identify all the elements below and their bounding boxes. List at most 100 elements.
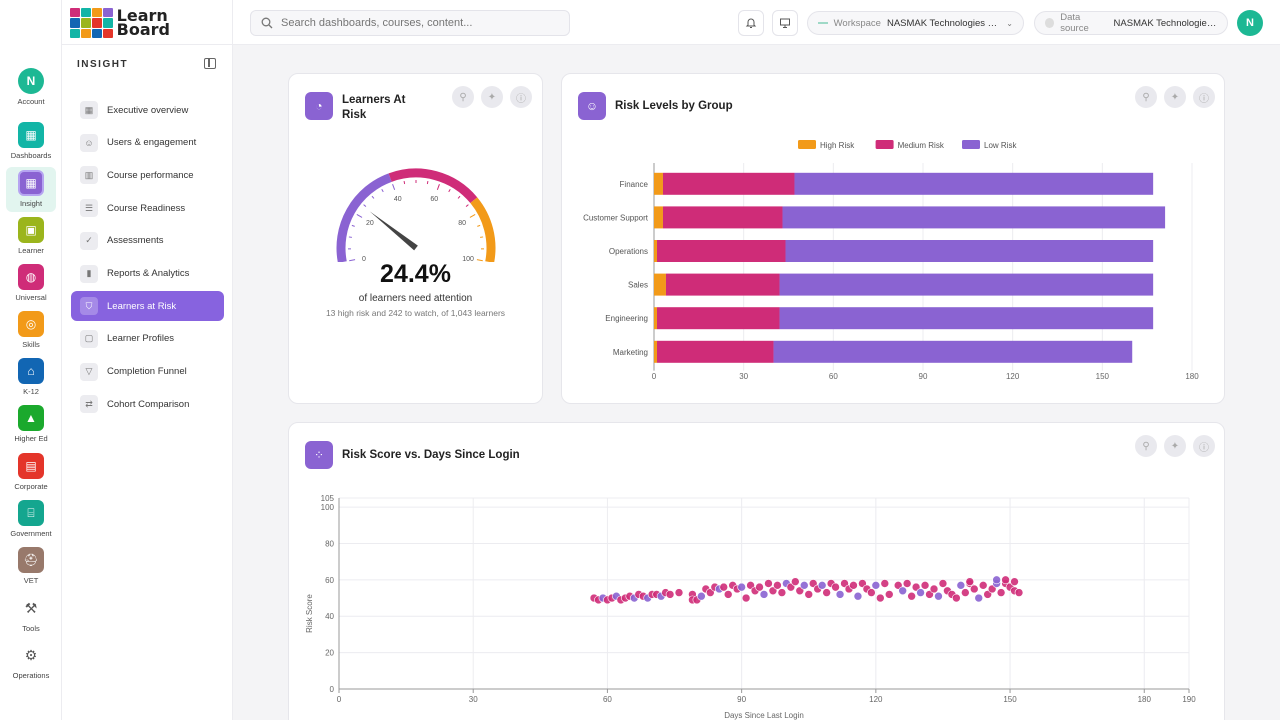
scatter-point[interactable] — [996, 588, 1006, 597]
scatter-point[interactable] — [759, 590, 769, 599]
bar-segment[interactable] — [773, 340, 1133, 363]
scatter-point[interactable] — [969, 584, 979, 594]
rail-item-higher-ed[interactable]: ▲ Higher Ed — [0, 405, 62, 443]
info-icon[interactable]: ⓘ — [1193, 86, 1215, 108]
scatter-point[interactable] — [1010, 577, 1019, 586]
scatter-point[interactable] — [799, 581, 809, 590]
sidenav-item-completion-funnel[interactable]: ▽ Completion Funnel — [71, 357, 224, 387]
scatter-point[interactable] — [741, 593, 751, 603]
bar-segment[interactable] — [654, 206, 663, 229]
scatter-point[interactable] — [916, 588, 925, 597]
scatter-point[interactable] — [764, 579, 773, 588]
rail-item-dashboards[interactable]: ▦ Dashboards — [0, 122, 62, 160]
sidenav-item-reports-analytics[interactable]: ▮ Reports & Analytics — [71, 259, 224, 289]
scatter-point[interactable] — [831, 582, 840, 592]
data-source-selector[interactable]: Data source NASMAK Technologies ... — [1034, 11, 1228, 35]
rail-item-vet[interactable]: ⛑ VET — [0, 547, 62, 585]
bar-segment[interactable] — [654, 240, 657, 262]
scatter-point[interactable] — [934, 591, 943, 601]
bar-segment[interactable] — [662, 206, 783, 229]
info-icon[interactable]: ⓘ — [1193, 435, 1215, 457]
scatter-point[interactable] — [755, 582, 764, 592]
rail-item-universal[interactable]: ◍ Universal — [0, 264, 62, 302]
bar-segment[interactable] — [656, 307, 780, 330]
scatter-point[interactable] — [853, 591, 863, 601]
scatter-point[interactable] — [952, 593, 961, 603]
scatter-point[interactable] — [737, 582, 746, 592]
sidenav-item-course-readiness[interactable]: ☰ Course Readiness — [71, 193, 224, 223]
search-input[interactable] — [281, 17, 551, 29]
rail-item-government[interactable]: ⌸ Government — [0, 500, 62, 538]
bar-segment[interactable] — [654, 307, 657, 330]
sidenav-item-assessments[interactable]: ✓ Assessments — [71, 226, 224, 256]
scatter-point[interactable] — [665, 590, 675, 599]
scatter-point[interactable] — [880, 579, 890, 588]
info-icon[interactable]: ⓘ — [510, 86, 532, 108]
sidenav-item-course-performance[interactable]: ▥ Course performance — [71, 160, 224, 190]
rail-item-tools[interactable]: ⚒ Tools — [0, 595, 62, 633]
rail-item-account[interactable]: N Account — [0, 68, 62, 106]
scatter-point[interactable] — [871, 581, 881, 590]
workspace-selector[interactable]: Workspace NASMAK Technologies Pt... ⌄ — [807, 11, 1024, 35]
sidenav-item-cohort-comparison[interactable]: ⇄ Cohort Comparison — [71, 389, 224, 419]
bar-segment[interactable] — [654, 172, 663, 195]
scatter-point[interactable] — [835, 590, 845, 599]
scatter-point[interactable] — [773, 581, 782, 590]
rail-item-operations[interactable]: ⚙ Operations — [0, 642, 62, 680]
bar-segment[interactable] — [665, 273, 780, 296]
sparkle-icon[interactable]: ✦ — [1164, 435, 1186, 457]
bar-segment[interactable] — [779, 273, 1154, 296]
scatter-point[interactable] — [961, 588, 970, 597]
rail-item-corporate[interactable]: ▤ Corporate — [0, 453, 62, 491]
bar-segment[interactable] — [779, 307, 1154, 330]
scatter-point[interactable] — [876, 593, 885, 603]
scatter-point[interactable] — [1014, 588, 1024, 597]
rail-item-insight[interactable]: ▦ Insight — [6, 167, 56, 212]
bar-segment[interactable] — [656, 240, 786, 262]
scatter-point[interactable] — [817, 581, 827, 590]
notifications-button[interactable] — [738, 10, 764, 36]
display-button[interactable] — [772, 10, 798, 36]
pin-icon[interactable]: ⚲ — [1135, 435, 1157, 457]
scatter-point[interactable] — [1001, 575, 1010, 585]
rail-item-skills[interactable]: ◎ Skills — [0, 311, 62, 349]
scatter-point[interactable] — [992, 575, 1001, 585]
scatter-point[interactable] — [697, 591, 706, 601]
scatter-point[interactable] — [674, 588, 684, 597]
search-bar[interactable] — [250, 10, 570, 36]
sidenav-item-users-engagement[interactable]: ☺ Users & engagement — [71, 128, 224, 158]
rail-item-k-12[interactable]: ⌂ K-12 — [0, 358, 62, 396]
scatter-point[interactable] — [723, 590, 733, 599]
bar-segment[interactable] — [782, 206, 1166, 229]
collapse-sidebar-icon[interactable] — [204, 58, 216, 69]
scatter-point[interactable] — [929, 584, 939, 594]
sparkle-icon[interactable]: ✦ — [1164, 86, 1186, 108]
sidenav-item-executive-overview[interactable]: ▦ Executive overview — [71, 95, 224, 125]
pin-icon[interactable]: ⚲ — [452, 86, 474, 108]
scatter-point[interactable] — [907, 591, 916, 601]
scatter-point[interactable] — [884, 590, 894, 599]
bar-segment[interactable] — [785, 240, 1154, 262]
scatter-point[interactable] — [956, 581, 966, 590]
scatter-point[interactable] — [849, 581, 858, 590]
bar-segment[interactable] — [656, 340, 774, 363]
scatter-point[interactable] — [978, 581, 988, 590]
scatter-point[interactable] — [898, 586, 907, 596]
bar-segment[interactable] — [654, 340, 657, 363]
bar-segment[interactable] — [654, 273, 666, 296]
scatter-point[interactable] — [822, 588, 831, 597]
scatter-point[interactable] — [965, 577, 975, 586]
scatter-point[interactable] — [974, 593, 984, 603]
scatter-point[interactable] — [938, 579, 948, 588]
scatter-point[interactable] — [777, 588, 787, 597]
sidenav-item-learners-at-risk[interactable]: ⛉ Learners at Risk — [71, 291, 224, 322]
scatter-point[interactable] — [902, 579, 912, 588]
user-avatar[interactable]: N — [1237, 10, 1263, 36]
scatter-point[interactable] — [791, 577, 800, 586]
scatter-point[interactable] — [804, 590, 814, 599]
bar-segment[interactable] — [662, 172, 795, 195]
learnboard-logo[interactable]: Learn Board — [70, 6, 170, 40]
pin-icon[interactable]: ⚲ — [1135, 86, 1157, 108]
sparkle-icon[interactable]: ✦ — [481, 86, 503, 108]
bar-segment[interactable] — [794, 172, 1154, 195]
